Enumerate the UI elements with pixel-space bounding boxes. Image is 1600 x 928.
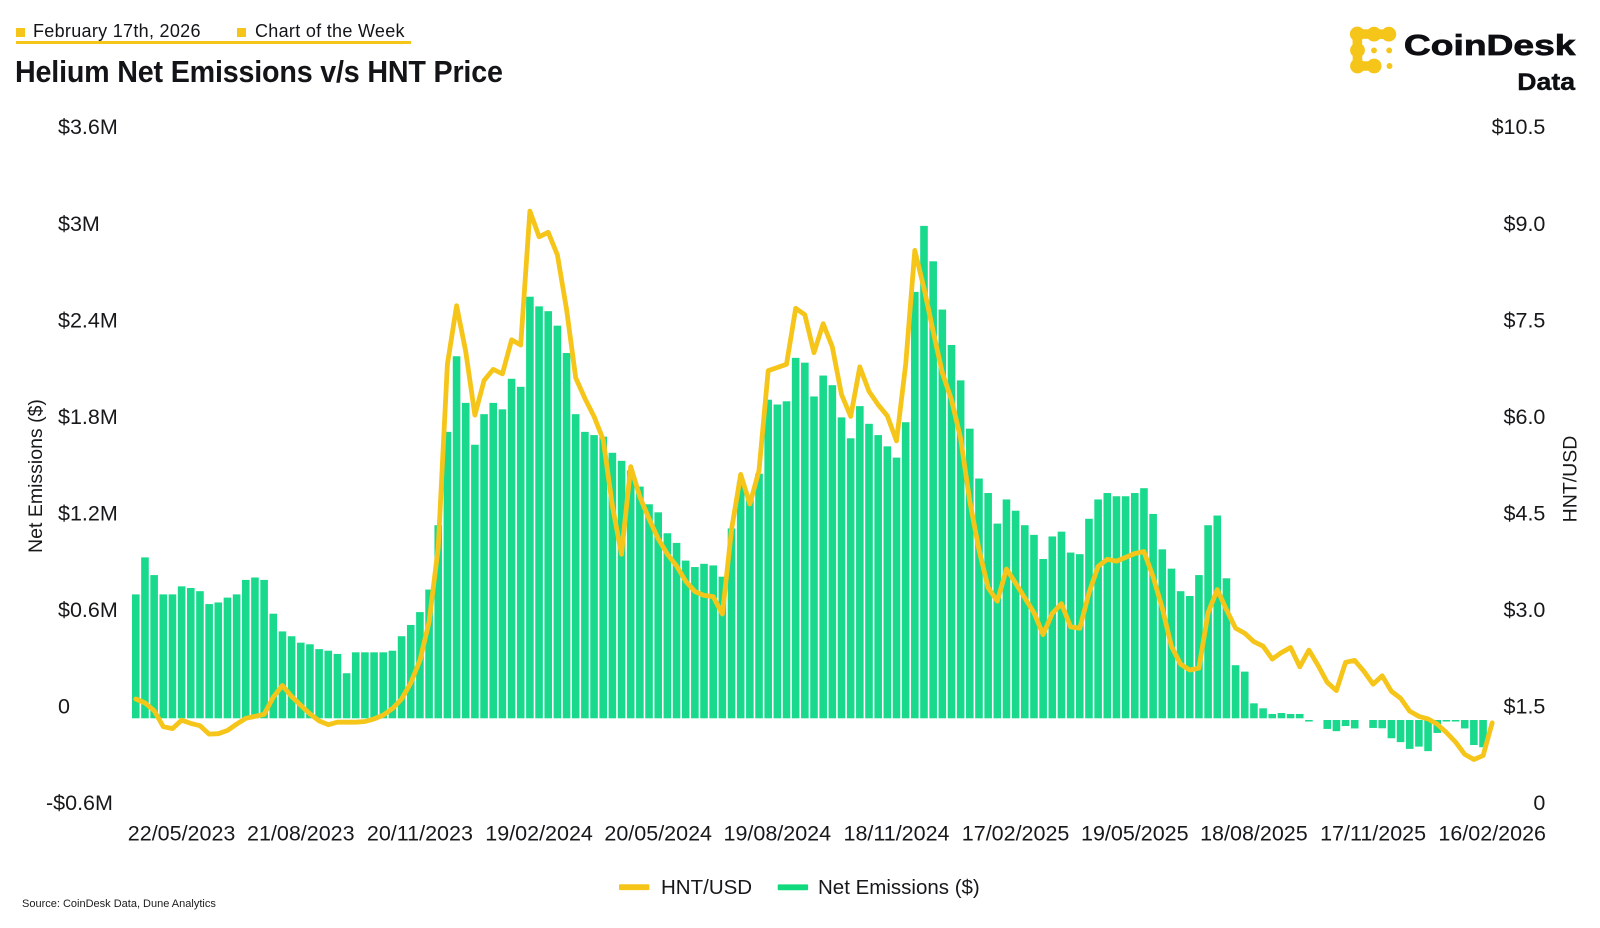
svg-text:19/08/2024: 19/08/2024 xyxy=(723,822,831,846)
svg-text:19/05/2025: 19/05/2025 xyxy=(1081,822,1189,846)
svg-text:18/11/2024: 18/11/2024 xyxy=(843,822,949,846)
svg-text:$1.2M: $1.2M xyxy=(58,501,118,525)
svg-text:-$0.6M: -$0.6M xyxy=(46,791,113,815)
svg-text:$0.6M: $0.6M xyxy=(58,598,118,622)
svg-text:$7.5: $7.5 xyxy=(1504,308,1546,332)
svg-text:0: 0 xyxy=(1533,791,1545,815)
svg-text:16/02/2026: 16/02/2026 xyxy=(1438,822,1546,846)
svg-text:$3.0: $3.0 xyxy=(1504,598,1546,622)
svg-text:HNT/USD: HNT/USD xyxy=(661,876,752,899)
svg-text:Net Emissions ($): Net Emissions ($) xyxy=(25,399,47,553)
svg-text:$3M: $3M xyxy=(58,212,100,236)
svg-text:17/11/2025: 17/11/2025 xyxy=(1320,822,1426,846)
svg-text:Net Emissions ($): Net Emissions ($) xyxy=(818,876,980,899)
svg-text:18/08/2025: 18/08/2025 xyxy=(1200,822,1308,846)
svg-text:17/02/2025: 17/02/2025 xyxy=(962,822,1070,846)
svg-text:$9.0: $9.0 xyxy=(1504,212,1546,236)
svg-text:21/08/2023: 21/08/2023 xyxy=(247,822,355,846)
svg-text:0: 0 xyxy=(58,695,70,719)
svg-text:20/11/2023: 20/11/2023 xyxy=(367,822,473,846)
svg-text:$1.8M: $1.8M xyxy=(58,405,118,429)
svg-text:$10.5: $10.5 xyxy=(1492,115,1546,139)
svg-text:$1.5: $1.5 xyxy=(1504,695,1546,719)
svg-text:$4.5: $4.5 xyxy=(1504,501,1546,525)
svg-text:HNT/USD: HNT/USD xyxy=(1560,436,1582,523)
svg-text:19/02/2024: 19/02/2024 xyxy=(485,822,593,846)
svg-text:20/05/2024: 20/05/2024 xyxy=(604,822,712,846)
svg-text:22/05/2023: 22/05/2023 xyxy=(128,822,236,846)
svg-text:$2.4M: $2.4M xyxy=(58,308,118,332)
svg-text:$6.0: $6.0 xyxy=(1504,405,1546,429)
svg-text:$3.6M: $3.6M xyxy=(58,115,118,139)
